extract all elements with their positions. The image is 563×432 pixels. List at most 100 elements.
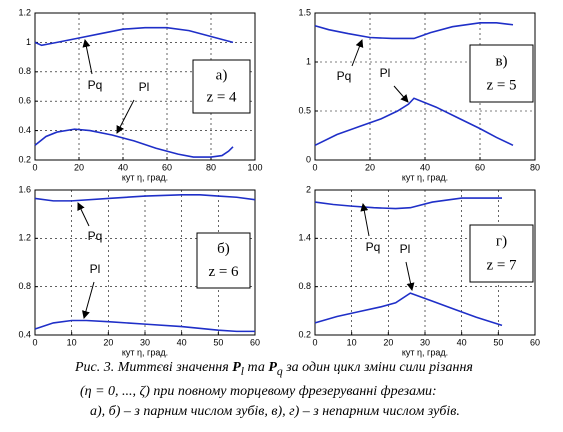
panel-box [192,59,251,114]
annotation-arrow [77,202,90,227]
x-tick-label: 50 [213,337,223,347]
series-line [314,197,502,210]
x-tick-label: 0 [32,337,37,347]
x-tick-label: 40 [420,162,430,172]
y-tick-label: 1 [306,56,311,66]
series-line [34,194,256,202]
x-tick-label: 30 [420,337,430,347]
x-tick-label: 100 [247,162,262,172]
series-label: Pl [380,66,391,80]
plot-frame [314,189,536,336]
y-tick-label: 1.4 [298,233,311,243]
annotation-arrow [82,39,93,75]
y-tick-label: 0.4 [18,125,31,135]
x-tick-label: 50 [493,337,503,347]
x-tick-label: 80 [206,162,216,172]
x-axis-label: кут η, град. [122,172,168,182]
x-tick-label: 40 [177,337,187,347]
y-tick-label: 1.5 [298,7,311,17]
series-line [34,128,234,158]
x-axis-label: кут η, град. [402,172,448,182]
y-tick-label: 1.2 [18,233,31,243]
caption-text: P [232,360,241,375]
caption-text: (η = 0, ..., ζ) при повному торцевому фр… [80,383,437,399]
panel-label: в) [495,54,507,70]
panel-label: г) [496,234,507,250]
y-tick-label: 0.8 [18,281,31,291]
z-label: z = 7 [486,257,517,273]
y-tick-label: 0.4 [18,329,31,339]
x-tick-label: 20 [383,337,393,347]
x-tick-label: 60 [475,162,485,172]
caption-text: а), б) – з парним числом зубів, в), г) –… [90,403,460,419]
panel-label: б) [217,241,230,257]
y-tick-label: 0.5 [298,105,311,115]
x-tick-label: 20 [103,337,113,347]
y-tick-label: 0.2 [298,329,311,339]
annotation-arrow [116,99,135,134]
series-line [34,26,234,47]
x-tick-label: 20 [365,162,375,172]
x-tick-label: 10 [347,337,357,347]
caption-line: (η = 0, ..., ζ) при повному торцевому фр… [0,382,563,402]
annotation-arrow [405,261,415,291]
annotation-arrow [393,85,409,103]
y-tick-label: 0 [306,154,311,164]
z-label: z = 4 [206,90,237,106]
caption-line: Рис. 3. Миттєві значення Pl та Pq за оди… [0,358,563,382]
series-label: Pl [400,242,411,256]
panel-box [469,224,534,283]
caption-line: а), б) – з парним числом зубів, в), г) –… [0,402,563,422]
x-tick-label: 10 [67,337,77,347]
x-tick-label: 30 [140,337,150,347]
annotation-arrow [351,39,364,67]
panel-label: а) [216,67,228,83]
plot-frame [314,12,536,161]
series-label: Pq [337,69,352,83]
y-tick-label: 2 [306,184,311,194]
x-tick-label: 60 [530,337,540,347]
x-tick-label: 0 [312,337,317,347]
x-tick-label: 60 [250,337,260,347]
panel-box [196,232,251,289]
annotation-arrow [82,281,95,319]
caption-text: q [276,364,283,378]
x-tick-label: 0 [32,162,37,172]
caption-text: P [268,360,277,375]
plot-frame [34,12,256,161]
x-tick-label: 0 [312,162,317,172]
series-label: Pl [90,262,101,276]
y-tick-label: 0.8 [18,66,31,76]
series-line [314,292,503,327]
panel-box [469,44,534,103]
y-tick-label: 1 [26,37,31,47]
series-label: Pq [88,229,103,243]
annotation-arrow [360,203,370,237]
y-tick-label: 0.2 [18,154,31,164]
plot-frame [34,189,256,336]
z-label: z = 6 [208,264,239,280]
y-tick-label: 0.8 [298,281,311,291]
series-line [34,319,255,333]
y-tick-label: 1.2 [18,7,31,17]
series-label: Pq [88,78,103,92]
x-tick-label: 40 [457,337,467,347]
x-tick-label: 40 [118,162,128,172]
x-axis-label: кут η, град. [402,347,448,357]
caption-text: Рис. 3. Миттєві значення [75,360,233,375]
y-tick-label: 1.6 [18,184,31,194]
series-line [314,97,514,147]
caption-text: l [240,364,245,378]
x-tick-label: 20 [74,162,84,172]
series-label: Pq [366,240,381,254]
x-tick-label: 80 [530,162,540,172]
caption-text: за один цикл зміни сили різання [282,360,473,375]
series-line [314,22,514,40]
x-axis-label: кут η, град. [122,347,168,357]
caption: Рис. 3. Миттєві значення Pl та Pq за оди… [0,358,563,422]
caption-text: та [244,360,269,375]
x-tick-label: 60 [162,162,172,172]
series-label: Pl [139,80,150,94]
